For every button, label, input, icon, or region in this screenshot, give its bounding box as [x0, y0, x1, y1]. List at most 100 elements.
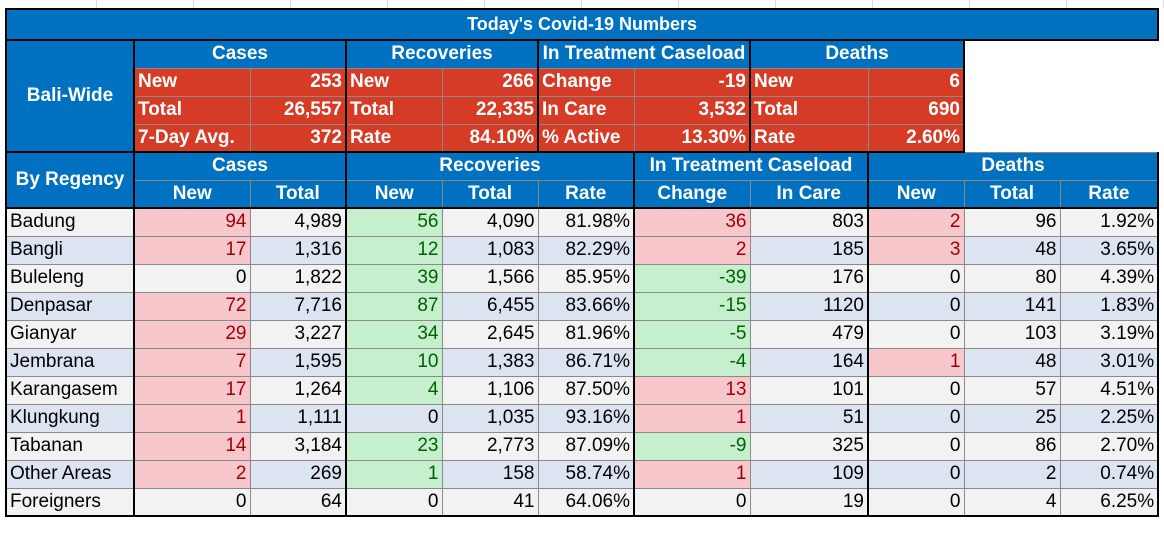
- regency-name[interactable]: Gianyar: [5, 319, 135, 349]
- regency-cell-change[interactable]: -15: [633, 291, 751, 321]
- regency-cell-total[interactable]: 2,645: [441, 319, 539, 349]
- column-header-1[interactable]: Total: [249, 179, 347, 209]
- regency-cell-total[interactable]: 64: [249, 487, 347, 517]
- regency-cell-new[interactable]: 29: [133, 319, 251, 349]
- regency-cell-new[interactable]: 0: [867, 319, 965, 349]
- regency-cell-total[interactable]: 4,989: [249, 207, 347, 237]
- regency-cell-total[interactable]: 41: [441, 487, 539, 517]
- regency-group-header-3[interactable]: Deaths: [867, 151, 1160, 181]
- regency-group-header-1[interactable]: Recoveries: [345, 151, 635, 181]
- regency-cell-new[interactable]: 0: [867, 403, 965, 433]
- regency-name[interactable]: Tabanan: [5, 431, 135, 461]
- bali-rec-label-1[interactable]: Total: [345, 95, 443, 125]
- regency-cell-total[interactable]: 80: [963, 263, 1061, 293]
- regency-cell-rate[interactable]: 82.29%: [537, 235, 635, 265]
- regency-cell-total[interactable]: 25: [963, 403, 1061, 433]
- regency-cell-total[interactable]: 158: [441, 459, 539, 489]
- regency-cell-new[interactable]: 17: [133, 375, 251, 405]
- bali-rec-value-1[interactable]: 22,335: [441, 95, 539, 125]
- regency-cell-total[interactable]: 1,106: [441, 375, 539, 405]
- regency-cell-rate[interactable]: 2.70%: [1059, 431, 1160, 461]
- regency-cell-total[interactable]: 1,566: [441, 263, 539, 293]
- regency-cell-total[interactable]: 7,716: [249, 291, 347, 321]
- regency-cell-total[interactable]: 1,595: [249, 347, 347, 377]
- column-header-5[interactable]: Change: [633, 179, 751, 209]
- bali-cases-label-2[interactable]: 7-Day Avg.: [133, 123, 251, 153]
- regency-cell-change[interactable]: -39: [633, 263, 751, 293]
- regency-cell-total[interactable]: 2,773: [441, 431, 539, 461]
- regency-cell-total[interactable]: 48: [963, 347, 1061, 377]
- regency-cell-new[interactable]: 2: [867, 207, 965, 237]
- regency-cell-new[interactable]: 0: [133, 263, 251, 293]
- regency-cell-in-care[interactable]: 164: [749, 347, 869, 377]
- regency-cell-total[interactable]: 4,090: [441, 207, 539, 237]
- regency-cell-rate[interactable]: 3.65%: [1059, 235, 1160, 265]
- regency-cell-new[interactable]: 0: [867, 459, 965, 489]
- column-header-7[interactable]: New: [867, 179, 965, 209]
- regency-cell-total[interactable]: 3,184: [249, 431, 347, 461]
- regency-name[interactable]: Other Areas: [5, 459, 135, 489]
- regency-cell-total[interactable]: 2: [963, 459, 1061, 489]
- regency-cell-in-care[interactable]: 109: [749, 459, 869, 489]
- regency-cell-change[interactable]: -5: [633, 319, 751, 349]
- bali-treat-label-2[interactable]: % Active: [537, 123, 635, 153]
- bali-treat-value-1[interactable]: 3,532: [633, 95, 751, 125]
- regency-cell-rate[interactable]: 87.50%: [537, 375, 635, 405]
- regency-cell-rate[interactable]: 3.19%: [1059, 319, 1160, 349]
- regency-name[interactable]: Foreigners: [5, 487, 135, 517]
- column-header-2[interactable]: New: [345, 179, 443, 209]
- by-regency-label[interactable]: By Regency: [5, 151, 135, 209]
- bali-treat-value-2[interactable]: 13.30%: [633, 123, 751, 153]
- regency-name[interactable]: Klungkung: [5, 403, 135, 433]
- regency-cell-rate[interactable]: 2.25%: [1059, 403, 1160, 433]
- regency-cell-in-care[interactable]: 101: [749, 375, 869, 405]
- regency-cell-total[interactable]: 86: [963, 431, 1061, 461]
- regency-cell-rate[interactable]: 4.51%: [1059, 375, 1160, 405]
- regency-cell-change[interactable]: -9: [633, 431, 751, 461]
- regency-cell-new[interactable]: 23: [345, 431, 443, 461]
- regency-cell-new[interactable]: 3: [867, 235, 965, 265]
- regency-cell-rate[interactable]: 4.39%: [1059, 263, 1160, 293]
- column-header-8[interactable]: Total: [963, 179, 1061, 209]
- regency-cell-in-care[interactable]: 19: [749, 487, 869, 517]
- regency-cell-new[interactable]: 0: [133, 487, 251, 517]
- regency-cell-in-care[interactable]: 51: [749, 403, 869, 433]
- regency-cell-new[interactable]: 1: [867, 347, 965, 377]
- regency-cell-new[interactable]: 0: [345, 487, 443, 517]
- regency-cell-total[interactable]: 48: [963, 235, 1061, 265]
- bali-group-header-0[interactable]: Cases: [133, 39, 347, 69]
- regency-cell-in-care[interactable]: 185: [749, 235, 869, 265]
- regency-cell-rate[interactable]: 6.25%: [1059, 487, 1160, 517]
- regency-name[interactable]: Bangli: [5, 235, 135, 265]
- bali-rec-value-0[interactable]: 266: [441, 67, 539, 97]
- regency-cell-total[interactable]: 103: [963, 319, 1061, 349]
- regency-cell-new[interactable]: 7: [133, 347, 251, 377]
- regency-cell-new[interactable]: 12: [345, 235, 443, 265]
- bali-cases-label-1[interactable]: Total: [133, 95, 251, 125]
- bali-group-header-2[interactable]: In Treatment Caseload: [537, 39, 751, 69]
- regency-cell-rate[interactable]: 81.98%: [537, 207, 635, 237]
- regency-cell-in-care[interactable]: 803: [749, 207, 869, 237]
- bali-treat-label-1[interactable]: In Care: [537, 95, 635, 125]
- regency-cell-new[interactable]: 72: [133, 291, 251, 321]
- regency-cell-new[interactable]: 39: [345, 263, 443, 293]
- regency-cell-new[interactable]: 56: [345, 207, 443, 237]
- regency-cell-total[interactable]: 141: [963, 291, 1061, 321]
- regency-cell-rate[interactable]: 0.74%: [1059, 459, 1160, 489]
- regency-cell-total[interactable]: 1,264: [249, 375, 347, 405]
- regency-cell-in-care[interactable]: 1120: [749, 291, 869, 321]
- regency-cell-total[interactable]: 1,383: [441, 347, 539, 377]
- bali-treat-value-0[interactable]: -19: [633, 67, 751, 97]
- regency-cell-new[interactable]: 94: [133, 207, 251, 237]
- bali-cases-value-1[interactable]: 26,557: [249, 95, 347, 125]
- bali-deaths-label-1[interactable]: Total: [749, 95, 869, 125]
- regency-cell-change[interactable]: 36: [633, 207, 751, 237]
- column-header-9[interactable]: Rate: [1059, 179, 1160, 209]
- regency-cell-in-care[interactable]: 325: [749, 431, 869, 461]
- column-header-4[interactable]: Rate: [537, 179, 635, 209]
- regency-cell-in-care[interactable]: 479: [749, 319, 869, 349]
- bali-deaths-value-0[interactable]: 6: [867, 67, 965, 97]
- regency-cell-total[interactable]: 1,035: [441, 403, 539, 433]
- regency-cell-total[interactable]: 4: [963, 487, 1061, 517]
- regency-cell-new[interactable]: 2: [133, 459, 251, 489]
